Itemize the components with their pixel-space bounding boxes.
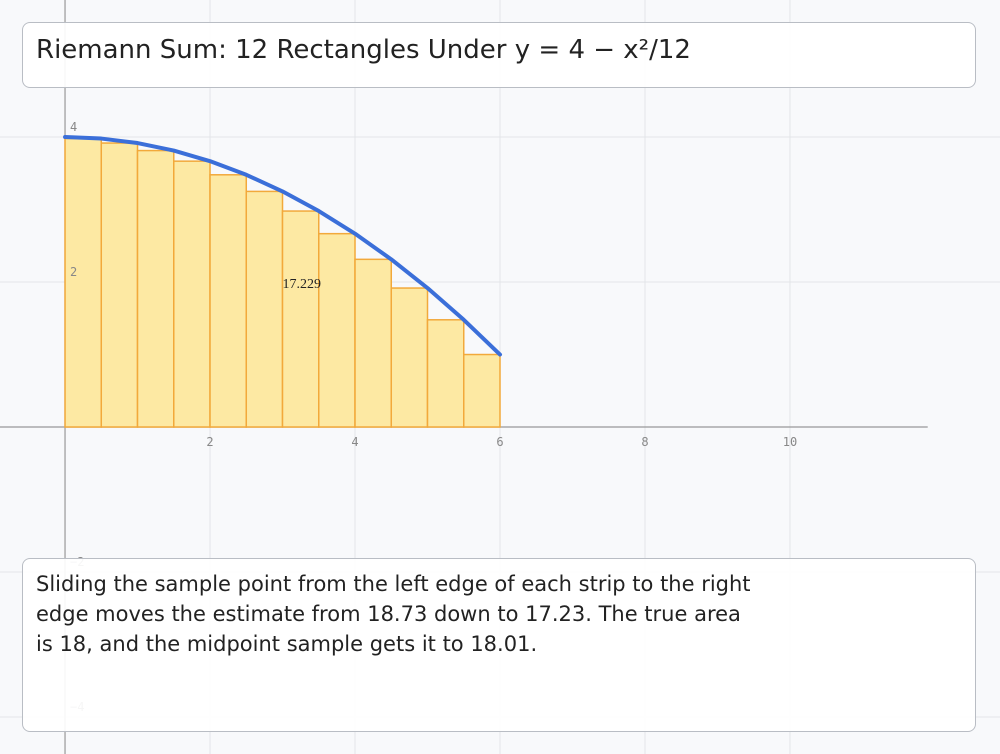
rectangle [209, 174, 248, 428]
title: Riemann Sum: 12 Rectangles Under y = 4 −… [36, 35, 691, 65]
x-tick-label: 6 [496, 435, 503, 449]
rectangle [100, 142, 139, 428]
rectangle [426, 319, 465, 428]
x-tick-label: 8 [641, 435, 648, 449]
caption: Sliding the sample point from the left e… [36, 572, 751, 656]
rectangle [136, 149, 175, 428]
caption-panel: Sliding the sample point from the left e… [22, 558, 976, 732]
x-tick-label: 2 [206, 435, 213, 449]
y-tick-label: 4 [70, 120, 77, 134]
y-tick-label: 2 [70, 265, 77, 279]
rectangle [245, 190, 284, 428]
x-tick-label: 4 [351, 435, 358, 449]
rectangle [354, 258, 393, 428]
title-panel: Riemann Sum: 12 Rectangles Under y = 4 −… [22, 22, 976, 88]
rectangle [64, 137, 103, 428]
rectangle [463, 353, 501, 428]
rectangle [318, 232, 356, 428]
rectangle [281, 210, 320, 428]
rectangle [173, 160, 211, 428]
annotation: 17.229 [283, 277, 322, 292]
x-tick-label: 10 [783, 435, 797, 449]
rectangle [390, 287, 429, 428]
curve [63, 135, 502, 357]
